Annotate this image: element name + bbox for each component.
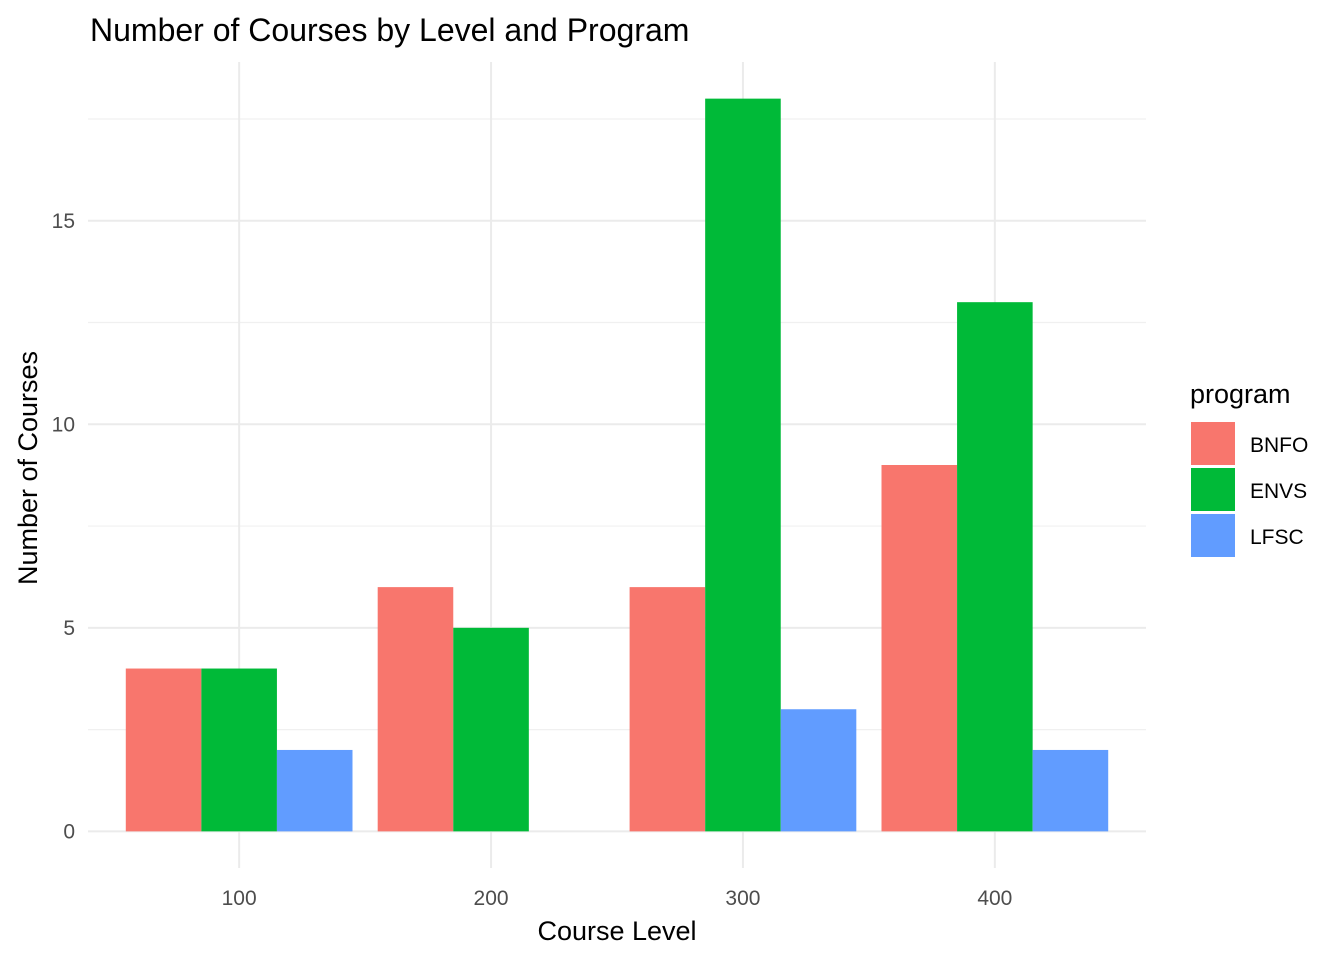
legend-key-lfsc [1191, 514, 1235, 557]
legend-label-lfsc: LFSC [1250, 526, 1304, 549]
legend-label-bnfo: BNFO [1250, 434, 1308, 457]
bar-envs-200 [453, 627, 529, 832]
y-tick-label: 15 [52, 210, 75, 233]
bars [125, 98, 1109, 832]
bar-bnfo-100 [125, 668, 202, 832]
y-axis-title: Number of Courses [13, 351, 43, 585]
x-axis-title: Course Level [537, 916, 696, 946]
bar-lfsc-100 [276, 749, 353, 832]
x-tick-label: 400 [977, 887, 1012, 910]
x-tick-label: 200 [474, 887, 509, 910]
bar-envs-100 [201, 668, 277, 832]
bar-envs-300 [705, 98, 781, 832]
x-axis-ticks: 100 200 300 400 [222, 887, 1013, 910]
chart-title: Number of Courses by Level and Program [90, 12, 689, 48]
y-axis-ticks: 0 5 10 15 [52, 210, 75, 844]
legend: program BNFO ENVS LFSC [1190, 379, 1308, 557]
legend-key-envs [1191, 468, 1235, 511]
x-tick-label: 300 [725, 887, 760, 910]
bar-lfsc-400 [1032, 749, 1109, 832]
legend-title: program [1190, 379, 1291, 409]
y-tick-label: 0 [63, 820, 75, 843]
legend-label-envs: ENVS [1250, 480, 1307, 503]
y-tick-label: 10 [52, 413, 75, 436]
bar-bnfo-200 [377, 587, 454, 832]
bar-bnfo-300 [629, 587, 706, 832]
bar-bnfo-400 [881, 465, 958, 832]
legend-key-bnfo [1191, 422, 1235, 465]
bar-lfsc-300 [780, 709, 857, 832]
bar-envs-400 [957, 302, 1033, 832]
x-tick-label: 100 [222, 887, 257, 910]
y-tick-label: 5 [63, 617, 75, 640]
